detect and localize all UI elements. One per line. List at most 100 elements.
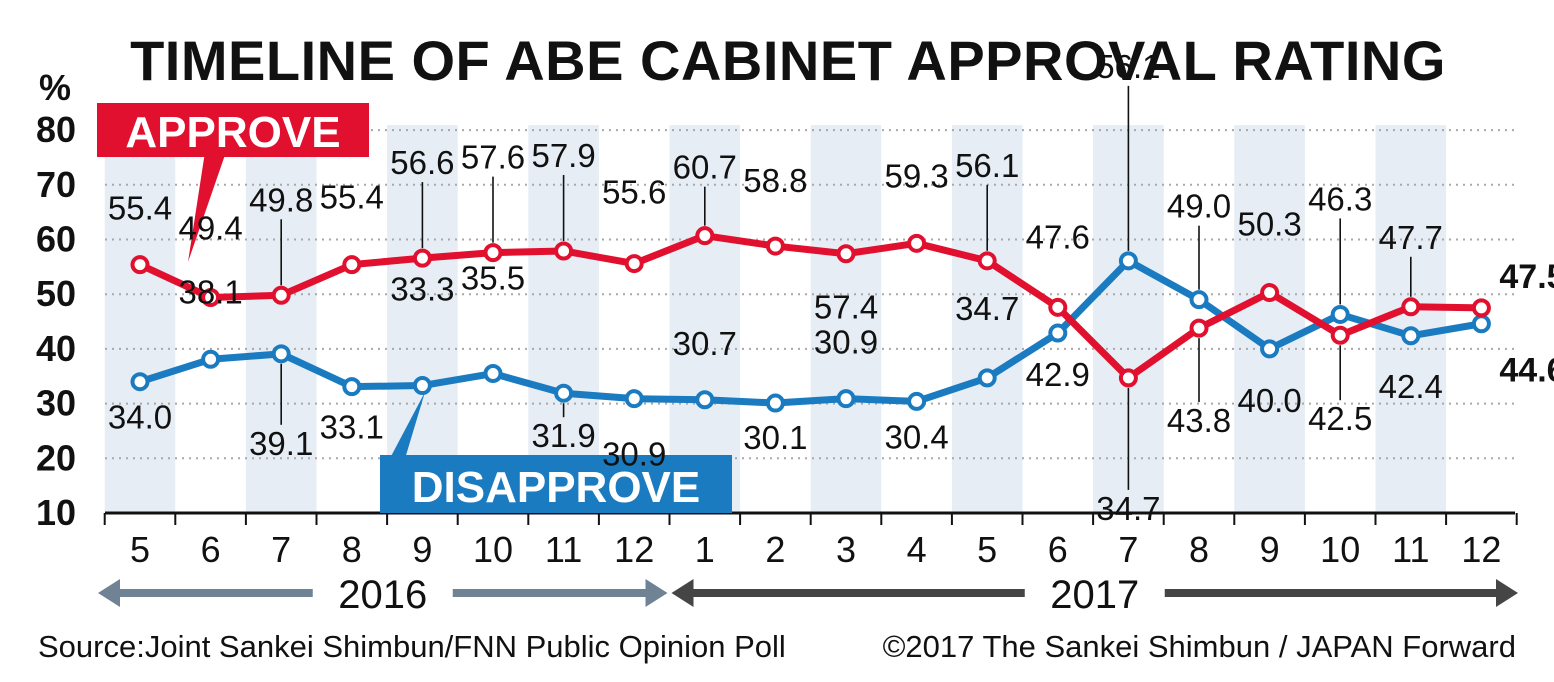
disapprove-point — [836, 389, 856, 409]
y-tick-label: 10 — [36, 492, 76, 533]
disapprove-line — [138, 257, 1482, 407]
year-label: 2017 — [1050, 573, 1139, 617]
approve-data-label: 60.7 — [673, 149, 737, 186]
approve-data-label: 47.5 — [1499, 258, 1554, 296]
disapprove-data-label: 56.1 — [1096, 48, 1160, 85]
disapprove-callout-pointer — [388, 392, 425, 462]
disapprove-point — [412, 376, 432, 396]
disapprove-data-label: 34.0 — [108, 399, 172, 436]
x-tick-label: 11 — [1392, 529, 1429, 570]
y-tick-label: 30 — [36, 383, 76, 424]
approve-point — [1401, 297, 1421, 317]
approve-data-label: 55.4 — [320, 179, 384, 216]
approve-point — [1048, 297, 1068, 317]
disapprove-point — [1471, 314, 1491, 334]
year-arrowhead-right — [1496, 579, 1518, 607]
x-tick-label: 5 — [130, 529, 150, 570]
approve-line — [138, 232, 1482, 382]
x-tick-label: 9 — [412, 529, 432, 570]
approve-point — [977, 251, 997, 271]
y-axis-ticks: 10 20 30 40 50 60 70 80 — [36, 109, 76, 533]
y-tick-label: 80 — [36, 109, 76, 150]
disapprove-point — [624, 389, 644, 409]
year-arrowhead-left — [671, 579, 694, 607]
disapprove-data-label: 30.9 — [602, 436, 666, 473]
x-tick-label: 9 — [1260, 529, 1280, 570]
approve-data-label: 55.6 — [602, 174, 666, 211]
x-tick-label: 1 — [695, 529, 715, 570]
year-arrowhead-left — [98, 579, 120, 607]
disapprove-point — [1330, 304, 1350, 324]
approve-point — [907, 233, 927, 253]
disapprove-callout-label: DISAPPROVE — [412, 463, 701, 512]
disapprove-point — [130, 372, 150, 392]
month-band — [1234, 125, 1305, 513]
approve-point — [554, 241, 574, 261]
approve-point — [201, 287, 221, 307]
approve-data-label: 47.6 — [1026, 218, 1090, 255]
approve-point — [412, 248, 432, 268]
disapprove-point — [271, 344, 291, 364]
disapprove-data-label: 30.4 — [884, 418, 948, 455]
disapprove-data-label: 30.1 — [743, 419, 807, 456]
series-lines — [138, 232, 1482, 407]
disapprove-point — [1401, 326, 1421, 346]
approve-point — [1118, 368, 1138, 388]
disapprove-data-label: 46.3 — [1308, 180, 1372, 217]
approve-data-label: 56.6 — [390, 144, 454, 181]
approve-point — [695, 226, 715, 246]
approve-point — [624, 254, 644, 274]
x-tick-label: 2 — [765, 529, 785, 570]
approve-point — [1189, 318, 1209, 338]
x-axis-month-labels: 5 6 7 8 9 10 11 12 1 2 3 4 5 6 7 8 9 10 11 12 — [130, 529, 1501, 570]
year-label: 2016 — [338, 573, 427, 617]
approve-data-label: 47.7 — [1379, 219, 1443, 256]
x-tick-label: 7 — [271, 529, 291, 570]
source-note: Source:Joint Sankei Shimbun/FNN Public O… — [38, 629, 786, 664]
approve-data-label: 59.3 — [884, 157, 948, 194]
disapprove-data-label: 30.7 — [673, 325, 737, 362]
disapprove-point — [907, 391, 927, 411]
disapprove-point — [201, 349, 221, 369]
approve-data-label: 56.1 — [955, 147, 1019, 184]
x-tick-label: 10 — [473, 529, 513, 570]
approve-point — [342, 255, 362, 275]
month-band — [104, 125, 176, 513]
approve-point — [765, 236, 785, 256]
x-tick-label: 3 — [836, 529, 856, 570]
approve-data-label: 42.5 — [1308, 400, 1372, 437]
approve-callout-pointer — [188, 152, 226, 262]
approve-data-label: 49.4 — [178, 209, 242, 246]
approve-data-label: 57.6 — [461, 139, 525, 176]
disapprove-point — [695, 390, 715, 410]
approve-point — [271, 285, 291, 305]
approve-data-label: 34.7 — [1096, 490, 1160, 527]
x-tick-label: 6 — [1048, 529, 1068, 570]
approve-point — [1330, 325, 1350, 345]
disapprove-data-label: 38.1 — [178, 273, 242, 310]
data-points — [130, 226, 1491, 413]
series-callouts: APPROVE DISAPPROVE — [97, 103, 732, 513]
disapprove-data-label: 31.9 — [531, 417, 595, 454]
disapprove-point — [554, 383, 574, 403]
disapprove-data-label: 40.0 — [1237, 382, 1301, 419]
year-arrows: 2016 2017 — [98, 573, 1518, 617]
disapprove-data-label: 39.1 — [249, 425, 313, 462]
month-band — [810, 125, 882, 513]
disapprove-point — [1048, 323, 1068, 343]
approve-data-label: 58.8 — [743, 162, 807, 199]
month-band — [245, 125, 317, 513]
disapprove-data-label: 35.5 — [461, 260, 525, 297]
disapprove-data-label: 49.0 — [1167, 188, 1231, 225]
y-tick-label: 70 — [36, 164, 76, 205]
disapprove-point — [765, 393, 785, 413]
y-tick-label: 20 — [36, 437, 76, 478]
approve-data-label: 43.8 — [1167, 402, 1231, 439]
approve-data-label: 57.4 — [814, 289, 878, 326]
y-tick-label: 60 — [36, 219, 76, 260]
x-tick-label: 8 — [1189, 529, 1209, 570]
y-axis-unit: % — [39, 67, 71, 108]
disapprove-data-label: 42.9 — [1026, 356, 1090, 393]
disapprove-data-label: 30.9 — [814, 324, 878, 361]
x-tick-label: 12 — [614, 529, 654, 570]
